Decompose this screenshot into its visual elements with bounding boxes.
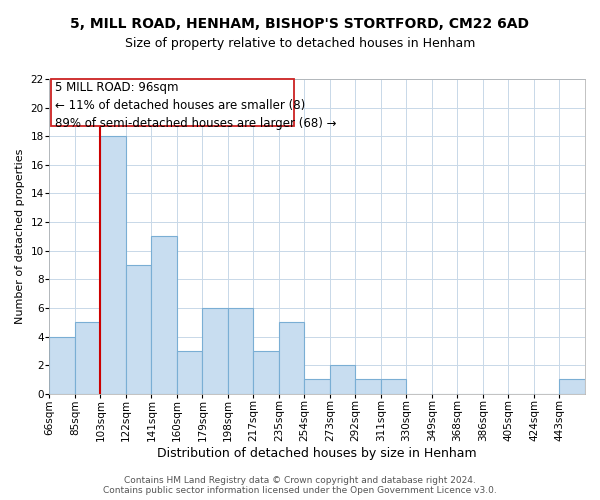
X-axis label: Distribution of detached houses by size in Henham: Distribution of detached houses by size … bbox=[157, 447, 477, 460]
Bar bbox=[559, 380, 585, 394]
Bar bbox=[202, 308, 228, 394]
Bar bbox=[304, 380, 330, 394]
Bar bbox=[151, 236, 177, 394]
Bar bbox=[279, 322, 304, 394]
Bar bbox=[52, 79, 294, 126]
Bar bbox=[100, 136, 126, 394]
Text: 5 MILL ROAD: 96sqm
← 11% of detached houses are smaller (8)
89% of semi-detached: 5 MILL ROAD: 96sqm ← 11% of detached hou… bbox=[55, 81, 337, 130]
Bar bbox=[177, 351, 202, 394]
Bar bbox=[355, 380, 381, 394]
Bar bbox=[228, 308, 253, 394]
Bar bbox=[49, 336, 75, 394]
Bar bbox=[75, 322, 100, 394]
Text: Contains HM Land Registry data © Crown copyright and database right 2024.: Contains HM Land Registry data © Crown c… bbox=[124, 476, 476, 485]
Bar bbox=[330, 365, 355, 394]
Bar bbox=[126, 265, 151, 394]
Text: 5, MILL ROAD, HENHAM, BISHOP'S STORTFORD, CM22 6AD: 5, MILL ROAD, HENHAM, BISHOP'S STORTFORD… bbox=[71, 18, 530, 32]
Text: Size of property relative to detached houses in Henham: Size of property relative to detached ho… bbox=[125, 38, 475, 51]
Bar bbox=[253, 351, 279, 394]
Y-axis label: Number of detached properties: Number of detached properties bbox=[15, 148, 25, 324]
Text: Contains public sector information licensed under the Open Government Licence v3: Contains public sector information licen… bbox=[103, 486, 497, 495]
Bar bbox=[381, 380, 406, 394]
